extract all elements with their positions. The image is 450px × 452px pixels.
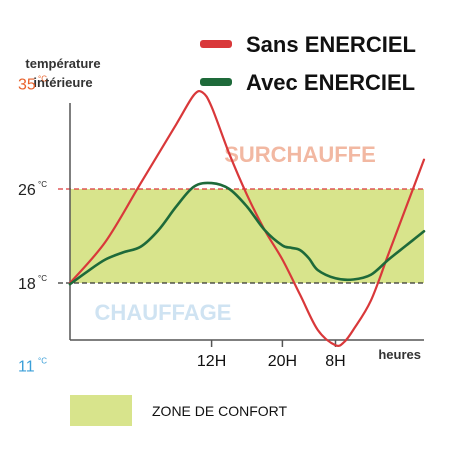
y-axis-title-line1: température: [25, 56, 100, 71]
y-tick-unit-35: °C: [38, 74, 47, 83]
y-tick-label-18: 18: [18, 276, 36, 293]
legend-label-avec-enerciel: Avec ENERCIEL: [246, 70, 415, 95]
comfort-zone-band: [70, 189, 424, 283]
y-tick-label-11: 11: [18, 358, 35, 375]
y-tick-unit-26: °C: [38, 180, 47, 189]
y-tick-unit-18: °C: [38, 274, 47, 283]
legend: Sans ENERCIEL Avec ENERCIEL: [200, 32, 416, 95]
x-axis-title: heures: [378, 347, 421, 362]
comfort-zone-legend-swatch: [70, 395, 132, 426]
y-tick-unit-11: °C: [38, 356, 47, 365]
series-group: [68, 90, 426, 348]
series-line-avec-enerciel: [68, 181, 426, 286]
legend-swatch-avec-enerciel: [200, 78, 232, 86]
y-tick-label-35: 35: [18, 76, 36, 93]
x-tick-label-20H: 20H: [268, 353, 297, 370]
x-tick-label-12H: 12H: [197, 353, 226, 370]
series-line-sans-enerciel: [68, 90, 426, 348]
x-tick-group: 12H 20H 8H: [197, 340, 346, 370]
y-tick-group: 35 °C26 °C18 °C11 °C: [18, 74, 47, 375]
comfort-zone-legend-label: ZONE DE CONFORT: [152, 403, 288, 419]
legend-label-sans-enerciel: Sans ENERCIEL: [246, 32, 416, 57]
chauffage-label: CHAUFFAGE: [95, 300, 232, 325]
legend-swatch-sans-enerciel: [200, 40, 232, 48]
surchauffe-label: SURCHAUFFE: [224, 142, 376, 167]
x-tick-label-8H: 8H: [325, 353, 345, 370]
y-tick-label-26: 26: [18, 182, 36, 199]
y-axis-title-line2: intérieure: [33, 75, 92, 90]
